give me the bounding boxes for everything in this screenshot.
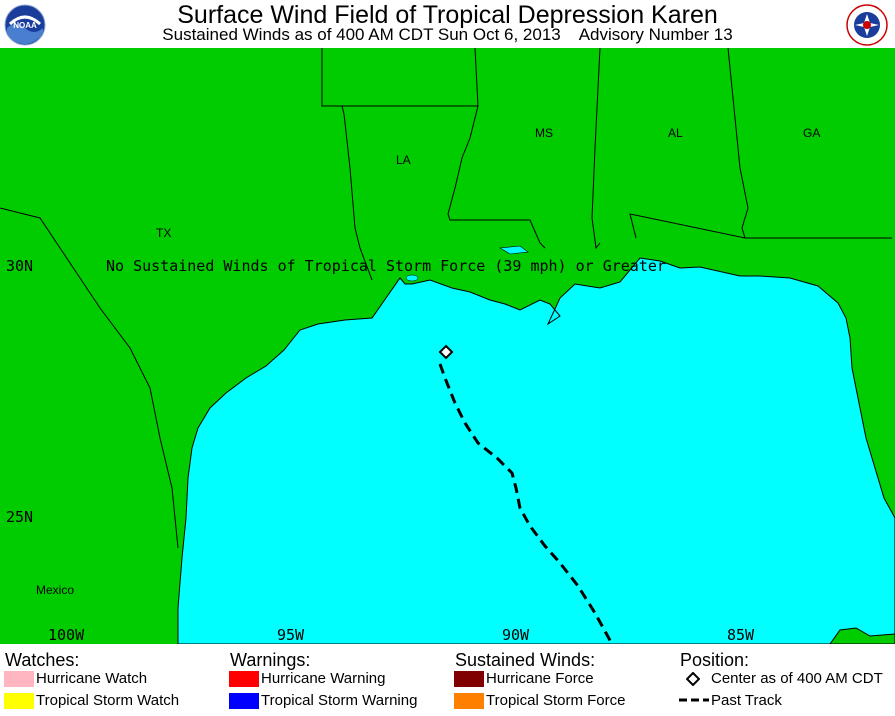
diamond-icon [686, 672, 700, 686]
wind-field-map: 30N 25N 100W 95W 90W 85W TX LA MS AL GA … [0, 48, 895, 644]
state-label-tx: TX [156, 226, 171, 240]
country-label-mexico: Mexico [36, 583, 74, 597]
legend-heading-watches: Watches: [5, 650, 79, 671]
map-header: NOAA Surface Wind Field of Tropical Depr… [0, 0, 895, 48]
map-legend: Watches: Hurricane Watch Tropical Storm … [0, 644, 895, 716]
legend-tropical-storm-watch: Tropical Storm Watch [36, 692, 179, 710]
state-label-la: LA [396, 153, 411, 167]
hurricane-warning-swatch [229, 671, 259, 687]
tropical-storm-warning-swatch [229, 693, 259, 709]
tropical-storm-force-swatch [454, 693, 484, 709]
legend-heading-warnings: Warnings: [230, 650, 310, 671]
dashed-line-icon [679, 696, 709, 704]
hurricane-force-swatch [454, 671, 484, 687]
lon-95w-label: 95W [277, 626, 305, 644]
state-label-ms: MS [535, 126, 553, 140]
map-canvas: 30N 25N 100W 95W 90W 85W TX LA MS AL GA … [0, 48, 895, 644]
no-winds-notice: No Sustained Winds of Tropical Storm For… [106, 257, 666, 275]
lon-90w-label: 90W [502, 626, 530, 644]
hurricane-watch-swatch [4, 671, 34, 687]
lon-85w-label: 85W [727, 626, 755, 644]
legend-hurricane-watch: Hurricane Watch [36, 670, 147, 688]
legend-heading-position: Position: [680, 650, 749, 671]
legend-tropical-storm-force: Tropical Storm Force [486, 692, 625, 710]
legend-center-position: Center as of 400 AM CDT [711, 670, 883, 688]
lat-25n-label: 25N [6, 508, 33, 526]
lon-100w-label: 100W [48, 626, 85, 644]
legend-tropical-storm-warning: Tropical Storm Warning [261, 692, 417, 710]
coastal-bay [406, 275, 418, 281]
legend-hurricane-force: Hurricane Force [486, 670, 594, 688]
state-label-ga: GA [803, 126, 820, 140]
tropical-storm-watch-swatch [4, 693, 34, 709]
legend-heading-winds: Sustained Winds: [455, 650, 595, 671]
legend-past-track: Past Track [711, 692, 782, 710]
nws-logo-icon [846, 4, 888, 46]
state-label-al: AL [668, 126, 683, 140]
lat-30n-label: 30N [6, 257, 33, 275]
legend-hurricane-warning: Hurricane Warning [261, 670, 386, 688]
map-subtitle: Sustained Winds as of 400 AM CDT Sun Oct… [0, 25, 895, 45]
